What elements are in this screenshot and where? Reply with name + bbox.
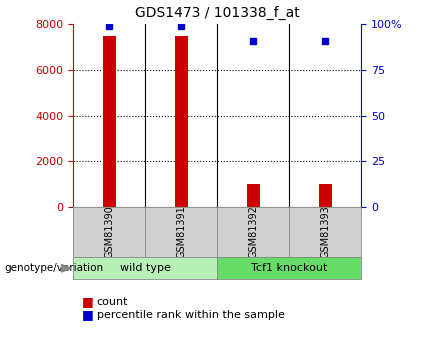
Bar: [319, 184, 332, 207]
Text: count: count: [97, 297, 128, 307]
Bar: [247, 184, 260, 207]
Text: GSM81393: GSM81393: [320, 206, 330, 258]
Text: wild type: wild type: [120, 263, 171, 273]
Text: ■: ■: [82, 295, 93, 308]
Text: genotype/variation: genotype/variation: [4, 263, 104, 273]
Bar: [175, 36, 187, 207]
Text: GSM81392: GSM81392: [248, 206, 258, 258]
Title: GDS1473 / 101338_f_at: GDS1473 / 101338_f_at: [135, 6, 300, 20]
Text: GSM81391: GSM81391: [176, 206, 186, 258]
Text: ■: ■: [82, 308, 93, 321]
Text: percentile rank within the sample: percentile rank within the sample: [97, 310, 285, 319]
Text: Tcf1 knockout: Tcf1 knockout: [251, 263, 327, 273]
Bar: [103, 36, 116, 207]
Text: GSM81390: GSM81390: [104, 206, 114, 258]
